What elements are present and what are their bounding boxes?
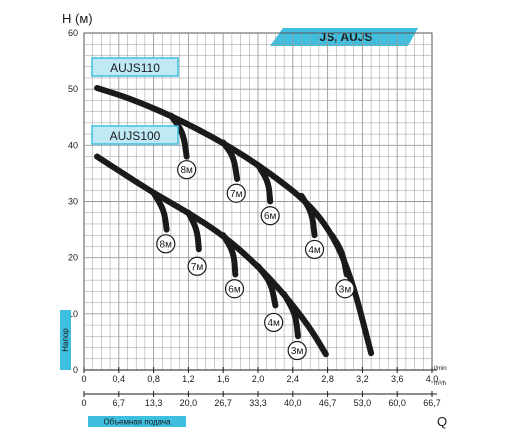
x-axis-lmin-tick-label: 66,7	[423, 398, 441, 408]
branch-aujs110-1	[220, 139, 241, 183]
branch-label: 7м	[230, 189, 243, 200]
branch-label-circle	[304, 239, 325, 260]
branch-aujs110-2	[255, 161, 274, 205]
y-tick-label: 50	[68, 84, 78, 94]
x-unit-m3h: m³/h	[434, 381, 446, 387]
branch-label: 3м	[339, 284, 352, 295]
branch-label: 8м	[180, 165, 193, 176]
x-axis-m3h-tick-label: 1,6	[217, 374, 230, 384]
branch-label-circle	[287, 340, 307, 361]
branch-label-circle	[260, 206, 280, 226]
y-tick-label: 30	[68, 197, 78, 207]
branch-label: 4м	[267, 318, 280, 329]
y-tick-label: 60	[68, 28, 78, 38]
branch-label-circle	[226, 183, 246, 203]
branch-label: 6м	[228, 284, 241, 295]
x-axis-lmin: 0 6,7 13,3 20,0 26,7 33,3 40,0 46,7 53,0 60,0 66,7	[81, 391, 441, 408]
branch-aujs100-1	[185, 209, 202, 253]
x-side-label-text: Объемная подача	[103, 418, 171, 427]
y-tick-label: 10	[68, 309, 78, 319]
x-axis-m3h-tick-label: 0,8	[147, 374, 160, 384]
x-axis-title: Q	[437, 414, 447, 429]
branch-label: 3м	[291, 346, 304, 357]
y-tick-label: 40	[68, 140, 78, 150]
branch-aujs110-0	[168, 112, 190, 160]
x-axis-lmin-tick-label: 33,3	[249, 398, 267, 408]
branch-label-circle	[224, 279, 245, 299]
y-tick-label: 0	[73, 365, 78, 375]
series-label-aujs100: AUJS100	[91, 125, 179, 145]
y-tick-labels: 0 10 20 30 40 50 60	[68, 28, 78, 375]
x-axis-lmin-tick-label: 60,0	[388, 398, 406, 408]
y-side-label-text: Напор	[61, 328, 70, 352]
x-axis-lmin-tick-label: 26,7	[214, 398, 232, 408]
grid	[83, 32, 433, 371]
x-axis-lmin-tick-label: 46,7	[319, 398, 337, 408]
branch-aujs100-0	[150, 190, 170, 233]
title-badge: JS, AUJS	[270, 28, 418, 46]
branch-label: 4м	[308, 245, 321, 256]
branch-label: 7м	[191, 262, 204, 273]
x-side-label: Объемная подача	[88, 416, 186, 427]
x-axis-m3h-tick-label: 2,4	[287, 374, 300, 384]
x-axis-lmin-tick-label: 6,7	[113, 398, 126, 408]
x-axis-m3h-tick-label: 4,0	[426, 374, 439, 384]
x-axis-m3h-tick-label: 0,4	[113, 374, 126, 384]
x-axis-lmin-tick-label: 20,0	[180, 398, 198, 408]
y-side-label-box	[60, 310, 71, 370]
x-unit-lmin: l/min	[434, 366, 447, 372]
series-label-aujs110-text: AUJS110	[110, 61, 160, 75]
branch-label-circle	[335, 279, 355, 299]
branch-label-circle	[177, 160, 197, 180]
x-axis-lmin-tick-label: 0	[81, 398, 86, 408]
series-label-aujs100-text: AUJS100	[110, 129, 161, 143]
y-tick-label: 20	[68, 253, 78, 263]
x-axis-m3h-tick-label: 3,6	[391, 374, 404, 384]
x-axis-m3h-tick-label: 0	[81, 374, 86, 384]
y-axis-title: H (м)	[62, 11, 93, 26]
branch-aujs110-4	[328, 232, 350, 278]
x-side-label-box	[88, 416, 186, 427]
x-axis-m3h-tick-label: 3,2	[356, 374, 369, 384]
series-label-aujs110-box	[91, 57, 179, 77]
branch-aujs100-3	[255, 263, 279, 309]
x-axis-m3h-tick-label: 2,8	[321, 374, 334, 384]
x-axis-m3h: 0 0,4 0,8 1,2 1,6 2,0 2,4 2,8 3,2 3,6 4,0	[81, 367, 438, 384]
series-label-aujs110: AUJS110	[91, 57, 179, 77]
branch-label-circle	[187, 256, 207, 276]
branch-label: 6м	[264, 211, 277, 222]
branch-label-circle	[156, 234, 176, 254]
x-axis-lmin-tick-label: 13,3	[145, 398, 163, 408]
y-side-label: Напор	[60, 310, 71, 370]
x-axis-m3h-tick-label: 2,0	[252, 374, 265, 384]
series-label-aujs100-box	[91, 125, 179, 145]
x-axis-m3h-tick-label: 1,2	[182, 374, 195, 384]
branch-aujs110-3	[298, 192, 318, 239]
branch-aujs100-4	[281, 291, 302, 340]
branch-labels: 8м 7м 6м 4м 3м 8м 7м 6м 4м 3м	[156, 160, 355, 361]
x-axis-lmin-tick-label: 40,0	[284, 398, 302, 408]
curves	[94, 85, 375, 358]
branch-label: 8м	[160, 239, 173, 250]
x-axis-lmin-tick-label: 53,0	[354, 398, 372, 408]
branch-label-circle	[264, 312, 284, 333]
branch-aujs100-2	[220, 232, 239, 278]
